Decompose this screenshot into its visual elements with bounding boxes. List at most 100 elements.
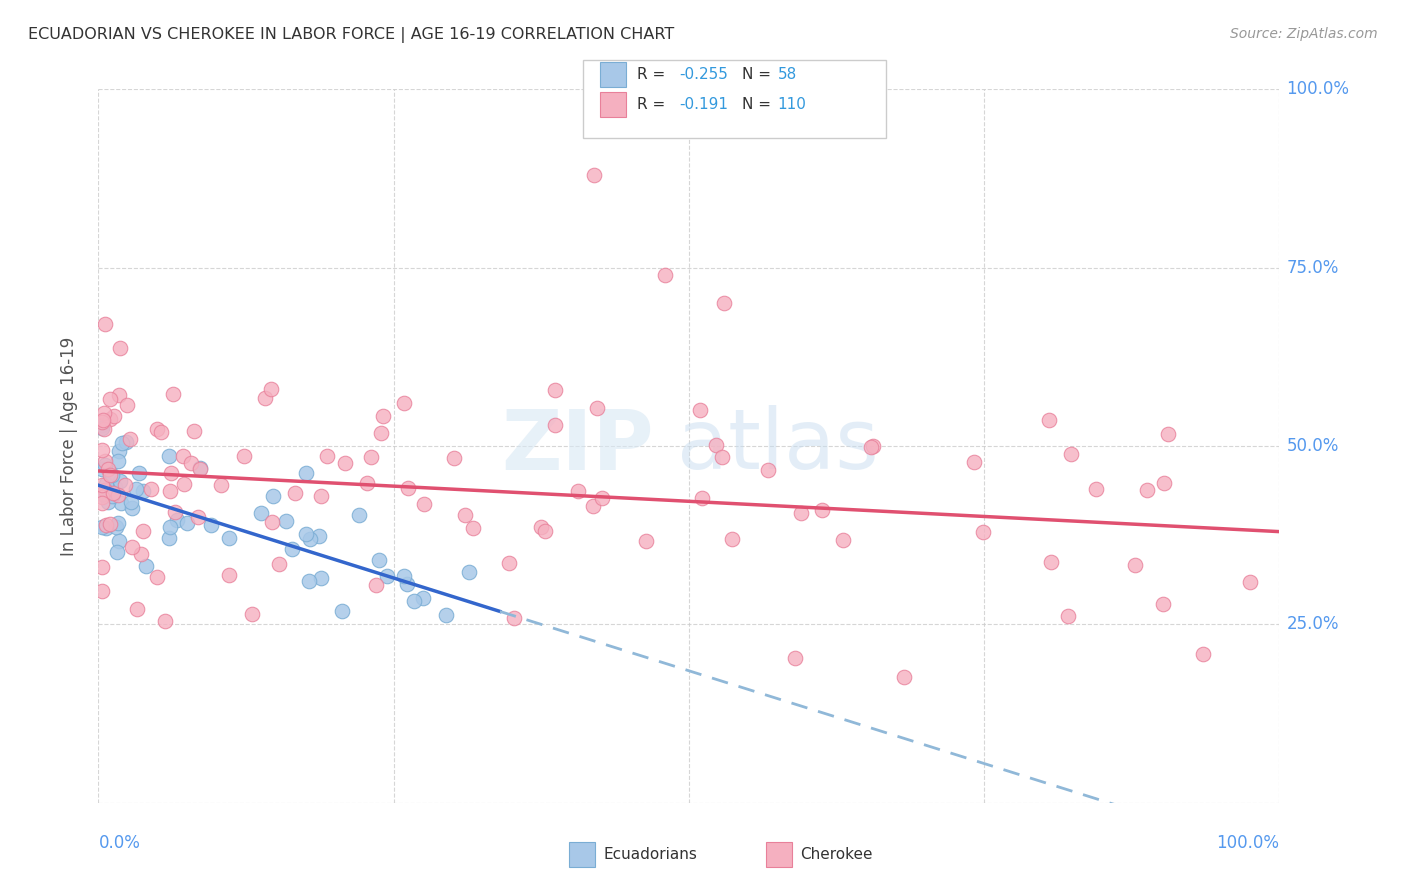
Point xyxy=(94,483,117,497)
Text: 58: 58 xyxy=(778,67,797,81)
Point xyxy=(370,425,392,440)
Y-axis label: In Labor Force | Age 16-19: In Labor Force | Age 16-19 xyxy=(59,336,77,556)
Text: 50.0%: 50.0% xyxy=(1286,437,1339,455)
Point xyxy=(94,521,117,535)
Point xyxy=(159,483,181,498)
Point xyxy=(115,399,138,413)
Point xyxy=(91,487,114,501)
Point xyxy=(176,516,198,530)
Point xyxy=(91,496,114,510)
Point xyxy=(108,388,131,402)
Point xyxy=(356,476,378,491)
Point xyxy=(146,570,169,584)
Point xyxy=(463,521,485,535)
Text: 25.0%: 25.0% xyxy=(1286,615,1339,633)
Point xyxy=(96,517,118,532)
Point xyxy=(309,489,332,503)
Point xyxy=(101,489,124,503)
Point xyxy=(1191,647,1213,661)
Point xyxy=(373,409,395,423)
Point xyxy=(114,477,136,491)
Point xyxy=(91,560,114,574)
Point xyxy=(756,463,779,477)
Point xyxy=(94,458,117,472)
Point xyxy=(893,670,915,684)
Text: R =: R = xyxy=(637,67,671,81)
Point xyxy=(710,450,733,465)
Text: 0.0%: 0.0% xyxy=(98,834,141,852)
Point xyxy=(132,484,155,499)
Point xyxy=(1239,574,1261,589)
Point xyxy=(128,466,150,480)
Point xyxy=(330,604,353,618)
Point xyxy=(101,486,124,500)
Point xyxy=(360,450,382,464)
Point xyxy=(91,421,114,435)
Point xyxy=(121,540,143,554)
Point xyxy=(412,497,434,511)
Point xyxy=(218,568,240,582)
Text: -0.255: -0.255 xyxy=(679,67,728,81)
Point xyxy=(443,450,465,465)
Point xyxy=(157,531,180,545)
Point xyxy=(98,468,121,483)
Point xyxy=(333,456,356,470)
Point xyxy=(394,396,416,410)
Point xyxy=(166,513,188,527)
Point xyxy=(530,520,553,534)
Point xyxy=(284,486,307,500)
Point xyxy=(146,421,169,435)
Point xyxy=(139,483,162,497)
Point xyxy=(295,527,318,541)
Text: ECUADORIAN VS CHEROKEE IN LABOR FORCE | AGE 16-19 CORRELATION CHART: ECUADORIAN VS CHEROKEE IN LABOR FORCE | … xyxy=(28,27,675,43)
Point xyxy=(172,449,194,463)
Point xyxy=(704,437,727,451)
Point xyxy=(963,455,986,469)
Point xyxy=(281,541,304,556)
Point xyxy=(187,510,209,524)
Point xyxy=(713,296,735,310)
Point xyxy=(783,651,806,665)
Point xyxy=(132,524,155,538)
Point xyxy=(107,487,129,501)
Point xyxy=(299,532,322,546)
Point xyxy=(183,424,205,438)
Point xyxy=(269,557,291,571)
Point xyxy=(689,403,711,417)
Point xyxy=(162,386,184,401)
Point xyxy=(347,508,370,522)
Point xyxy=(114,435,136,450)
Point xyxy=(274,514,297,528)
Point xyxy=(364,578,387,592)
Point xyxy=(108,443,131,458)
Point xyxy=(498,556,520,570)
Point xyxy=(972,525,994,540)
Text: ZIP: ZIP xyxy=(501,406,654,486)
Point xyxy=(543,383,565,397)
Point xyxy=(862,439,884,453)
Point xyxy=(129,547,152,561)
Text: Cherokee: Cherokee xyxy=(800,847,873,862)
Point xyxy=(1056,609,1078,624)
Point xyxy=(298,574,321,588)
Point xyxy=(1123,558,1146,572)
Point xyxy=(157,449,180,463)
Point xyxy=(308,529,330,543)
Point xyxy=(91,490,114,504)
Point xyxy=(375,569,398,583)
Point xyxy=(91,416,114,430)
Point xyxy=(103,409,125,423)
Point xyxy=(94,477,117,491)
Point xyxy=(135,558,157,573)
Text: 75.0%: 75.0% xyxy=(1286,259,1339,277)
Point xyxy=(97,494,120,508)
Point xyxy=(108,341,131,355)
Point xyxy=(253,391,276,405)
Point xyxy=(654,268,676,282)
Point xyxy=(91,442,114,457)
Point xyxy=(1136,483,1159,497)
Text: N =: N = xyxy=(742,67,776,81)
Text: 100.0%: 100.0% xyxy=(1286,80,1350,98)
Text: N =: N = xyxy=(742,97,776,112)
Point xyxy=(98,412,121,426)
